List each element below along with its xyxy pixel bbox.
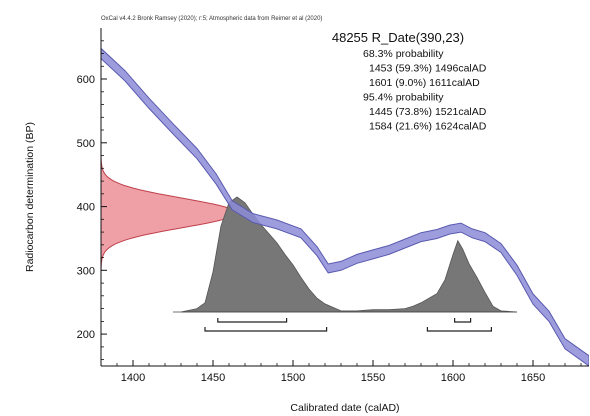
- calibration-curve-band: [101, 47, 589, 366]
- range-68-bar: [217, 318, 288, 323]
- probability-heading: 68.3% probability: [363, 48, 444, 60]
- x-tick-label: 1400: [121, 372, 145, 384]
- y-axis-label: Radiocarbon determination (BP): [24, 122, 36, 272]
- y-tick-label: 500: [77, 138, 95, 150]
- y-tick-label: 600: [77, 74, 95, 86]
- x-tick-label: 1550: [361, 372, 385, 384]
- x-tick-label: 1650: [521, 372, 545, 384]
- posterior-distribution: [180, 196, 518, 313]
- axis-ticks: 1400 1450 1500 1550 1600 1650 200 300 400 500 600: [77, 40, 582, 384]
- posterior-layer: [173, 196, 518, 313]
- chart-title: 48255 R_Date(390,23): [332, 30, 464, 45]
- probability-range-line: 1601 (9.0%) 1611calAD: [369, 77, 480, 89]
- calibration-curve-layer: [101, 47, 589, 366]
- range-95-bar: [204, 327, 328, 332]
- probability-heading: 95.4% probability: [363, 92, 444, 104]
- x-axis-label: Calibrated date (calAD): [290, 402, 399, 414]
- probability-range-line: 1453 (59.3%) 1496calAD: [369, 63, 487, 75]
- probability-range-line: 1445 (73.8%) 1521calAD: [369, 106, 487, 118]
- plot-area: [101, 47, 589, 366]
- y-tick-label: 200: [77, 329, 95, 341]
- range-68-bar: [454, 318, 472, 323]
- probability-text-block: 68.3% probability 1453 (59.3%) 1496calAD 1…: [363, 48, 487, 133]
- range-bars-layer: [204, 318, 492, 332]
- x-tick-label: 1600: [441, 372, 465, 384]
- probability-range-line: 1584 (21.6%) 1624calAD: [369, 121, 487, 133]
- x-tick-label: 1500: [281, 372, 305, 384]
- y-tick-label: 400: [77, 202, 95, 214]
- software-header: OxCal v4.4.2 Bronk Ramsey (2020); r:5; A…: [101, 16, 322, 22]
- range-95-bar: [426, 327, 492, 332]
- x-tick-label: 1450: [201, 372, 225, 384]
- y-tick-label: 300: [77, 265, 95, 277]
